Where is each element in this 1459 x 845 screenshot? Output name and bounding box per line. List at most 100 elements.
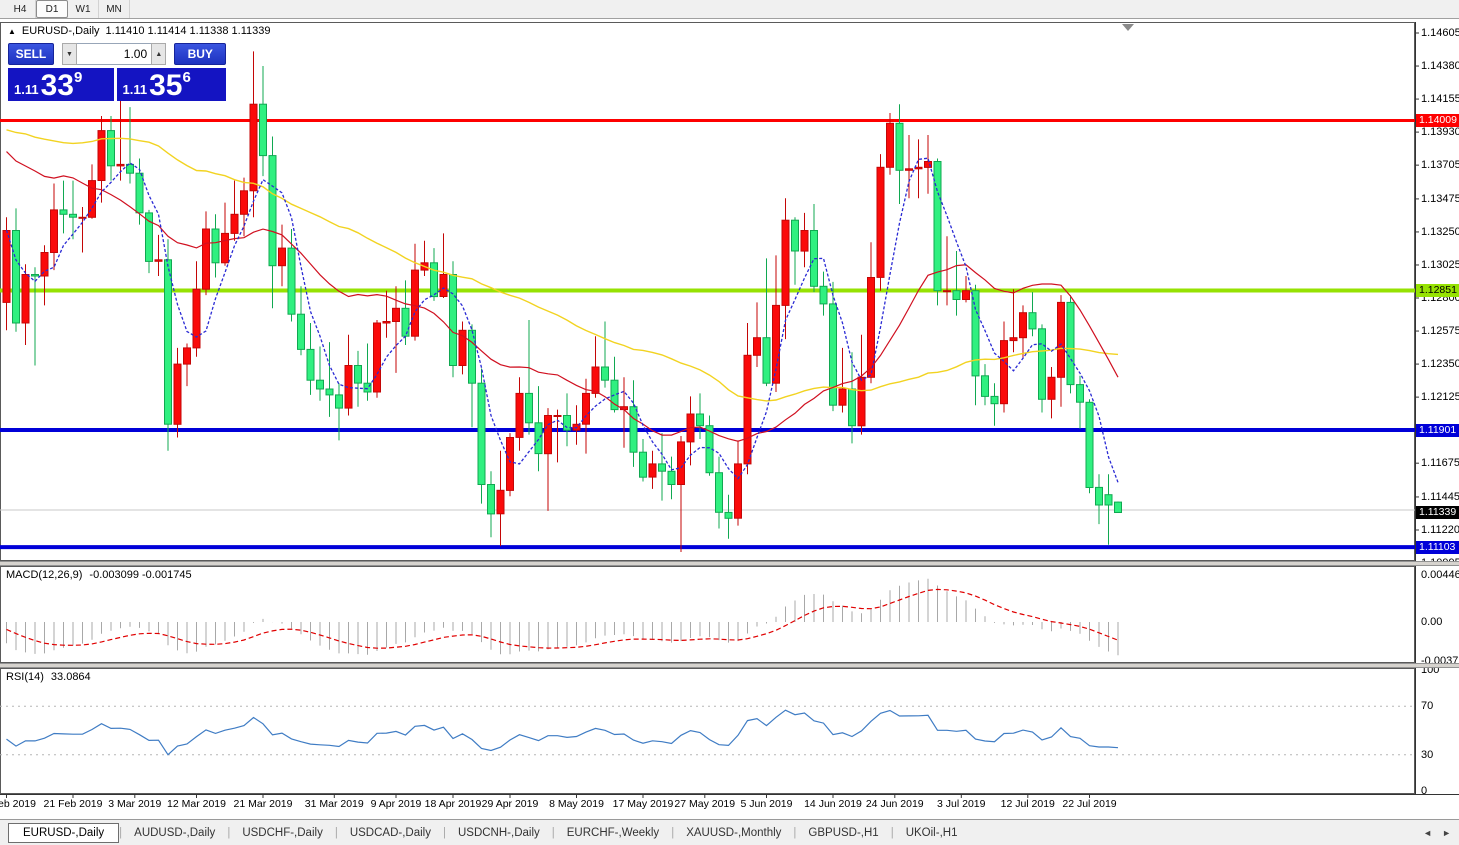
date-axis-label: 17 May 2019	[612, 798, 674, 810]
pane-border	[0, 566, 1415, 663]
volume-input[interactable]	[77, 43, 152, 65]
price-tick-label: 1.12125	[1421, 391, 1459, 404]
chart-tab-gbpusd-h1[interactable]: GBPUSD-,H1	[808, 827, 879, 839]
price-tick-label: 1.11675	[1421, 457, 1459, 470]
timeframe-button-w1[interactable]: W1	[68, 0, 99, 18]
buy-button[interactable]: BUY	[174, 43, 226, 65]
chart-symbol-period: EURUSD-,Daily	[21, 25, 100, 37]
date-axis-label: 21 Feb 2019	[43, 798, 103, 810]
price-tick-label: 1.13705	[1421, 159, 1459, 172]
price-tick-label: 1.13930	[1421, 126, 1459, 139]
chart-tab-usdchf-daily[interactable]: USDCHF-,Daily	[242, 827, 323, 839]
ma-50-line	[6, 129, 1119, 402]
ask-prefix: 1.11	[122, 82, 148, 97]
rsi-panel-label: RSI(14) 33.0864	[6, 671, 91, 683]
date-axis-label: 12 Feb 2019	[0, 798, 36, 810]
pane-border	[0, 668, 1415, 794]
price-level-label: 1.11103	[1416, 540, 1459, 554]
tab-separator: |	[671, 827, 675, 839]
bid-price-label: 1.11339	[1416, 506, 1459, 519]
timeframe-button-d1[interactable]: D1	[36, 0, 68, 18]
rsi-current-value: 33.0864	[50, 671, 91, 683]
tab-separator: |	[334, 827, 338, 839]
rsi-tick-label: 0	[1421, 785, 1428, 797]
chart-tab-audusd-daily[interactable]: AUDUSD-,Daily	[134, 827, 216, 839]
macd-tick-label: 0.00	[1421, 616, 1443, 628]
macd-histogram	[6, 578, 1119, 656]
chart-background	[0, 22, 1459, 819]
price-tick-label: 1.14605	[1421, 27, 1459, 39]
price-level-label: 1.12851	[1416, 284, 1459, 298]
one-click-collapse-icon[interactable]: ▲	[8, 26, 16, 36]
ask-big-digits: 35	[149, 69, 183, 102]
bid-price-box[interactable]: 1.11 33 9	[8, 68, 114, 101]
price-level-label: 1.14009	[1416, 114, 1459, 127]
one-click-trading-panel: SELL ▼ ▲ BUY 1.11 33 9 1.11 35 6	[8, 43, 226, 101]
price-tick-label: 1.13250	[1421, 225, 1459, 238]
tab-separator: |	[890, 827, 894, 839]
date-axis-label: 3 Mar 2019	[108, 798, 162, 810]
macd-signal-line	[6, 588, 1119, 649]
macd-name: MACD(12,26,9)	[6, 569, 83, 581]
sell-button[interactable]: SELL	[8, 43, 54, 65]
date-axis-label: 12 Mar 2019	[167, 798, 226, 810]
tab-separator: |	[227, 827, 231, 839]
price-tick-label: 1.14155	[1421, 93, 1459, 106]
rsi-tick-label: 30	[1421, 748, 1434, 761]
rsi-line	[6, 709, 1119, 756]
date-axis-label: 24 Jun 2019	[865, 798, 924, 810]
chart-canvas[interactable]	[0, 22, 1459, 819]
pane-splitter-macd[interactable]	[0, 561, 1459, 566]
bid-pip-digit: 9	[73, 69, 83, 86]
price-tick-label: 1.12350	[1421, 358, 1459, 371]
chart-tab-xauusd-monthly[interactable]: XAUUSD-,Monthly	[686, 827, 782, 839]
tab-scroll-left-icon[interactable]: ◄	[1423, 828, 1433, 838]
candles-layer	[2, 51, 1122, 552]
bid-prefix: 1.11	[14, 82, 39, 97]
price-tick-label: 1.13025	[1421, 258, 1459, 271]
price-level-label: 1.11901	[1416, 423, 1459, 437]
chart-shift-marker-icon[interactable]	[1122, 24, 1134, 31]
rsi-name: RSI(14)	[6, 671, 44, 683]
bid-big-digits: 33	[40, 69, 74, 102]
macd-current-values: -0.003099 -0.001745	[89, 569, 192, 581]
date-axis-label: 21 Mar 2019	[233, 798, 293, 810]
price-tick-label: 1.11445	[1421, 490, 1459, 503]
tab-separator: |	[119, 827, 123, 839]
volume-decrease-button[interactable]: ▼	[61, 43, 78, 65]
timeframe-button-mn[interactable]: MN	[99, 0, 130, 18]
pane-splitter-rsi[interactable]	[0, 663, 1459, 668]
macd-panel-label: MACD(12,26,9) -0.003099 -0.001745	[6, 569, 192, 581]
rsi-tick-label: 70	[1421, 700, 1434, 713]
price-tick-label: 1.11220	[1421, 523, 1459, 536]
chart-ohlc-values: 1.11410 1.11414 1.11338 1.11339	[105, 25, 271, 37]
chart-tab-usdcad-daily[interactable]: USDCAD-,Daily	[349, 827, 431, 839]
price-tick-label: 1.13475	[1421, 192, 1459, 205]
ma-5-line	[5, 157, 1119, 483]
date-axis-label: 3 Jul 2019	[937, 798, 986, 810]
tab-separator: |	[793, 827, 797, 839]
chart-tab-usdcnh-daily[interactable]: USDCNH-,Daily	[457, 827, 540, 839]
price-tick-label: 1.14380	[1421, 60, 1459, 73]
chart-tab-ukoil-h1[interactable]: UKOil-,H1	[905, 827, 958, 839]
date-axis-label: 5 Jun 2019	[740, 798, 793, 810]
volume-increase-button[interactable]: ▲	[151, 43, 167, 65]
ma-20-line	[6, 151, 1119, 442]
price-tick-label: 1.12575	[1421, 325, 1459, 338]
date-axis-label: 9 Apr 2019	[370, 798, 422, 810]
ask-price-box[interactable]: 1.11 35 6	[116, 68, 226, 102]
date-axis-label: 22 Jul 2019	[1062, 798, 1117, 810]
chart-tab-eurchf-weekly[interactable]: EURCHF-,Weekly	[566, 827, 660, 839]
date-axis-label: 31 Mar 2019	[304, 798, 364, 810]
date-axis-label: 18 Apr 2019	[424, 798, 482, 810]
date-axis-label: 14 Jun 2019	[804, 798, 862, 810]
chart-area: ▲ EURUSD-,Daily 1.11410 1.11414 1.11338 …	[0, 22, 1459, 819]
timeframe-button-h4[interactable]: H4	[5, 0, 36, 18]
macd-tick-label: 0.004465	[1421, 569, 1459, 581]
chart-tab-bar: EURUSD-,Daily | AUDUSD-,Daily | USDCHF-,Dail…	[0, 819, 1459, 845]
tab-separator: |	[442, 827, 446, 839]
chart-tab-eurusd-daily[interactable]: EURUSD-,Daily	[8, 823, 120, 843]
tab-scroll-right-icon[interactable]: ►	[1442, 828, 1451, 838]
date-axis-label: 29 Apr 2019	[481, 798, 539, 810]
tab-scroll-arrows: ◄ ►	[1423, 828, 1451, 838]
